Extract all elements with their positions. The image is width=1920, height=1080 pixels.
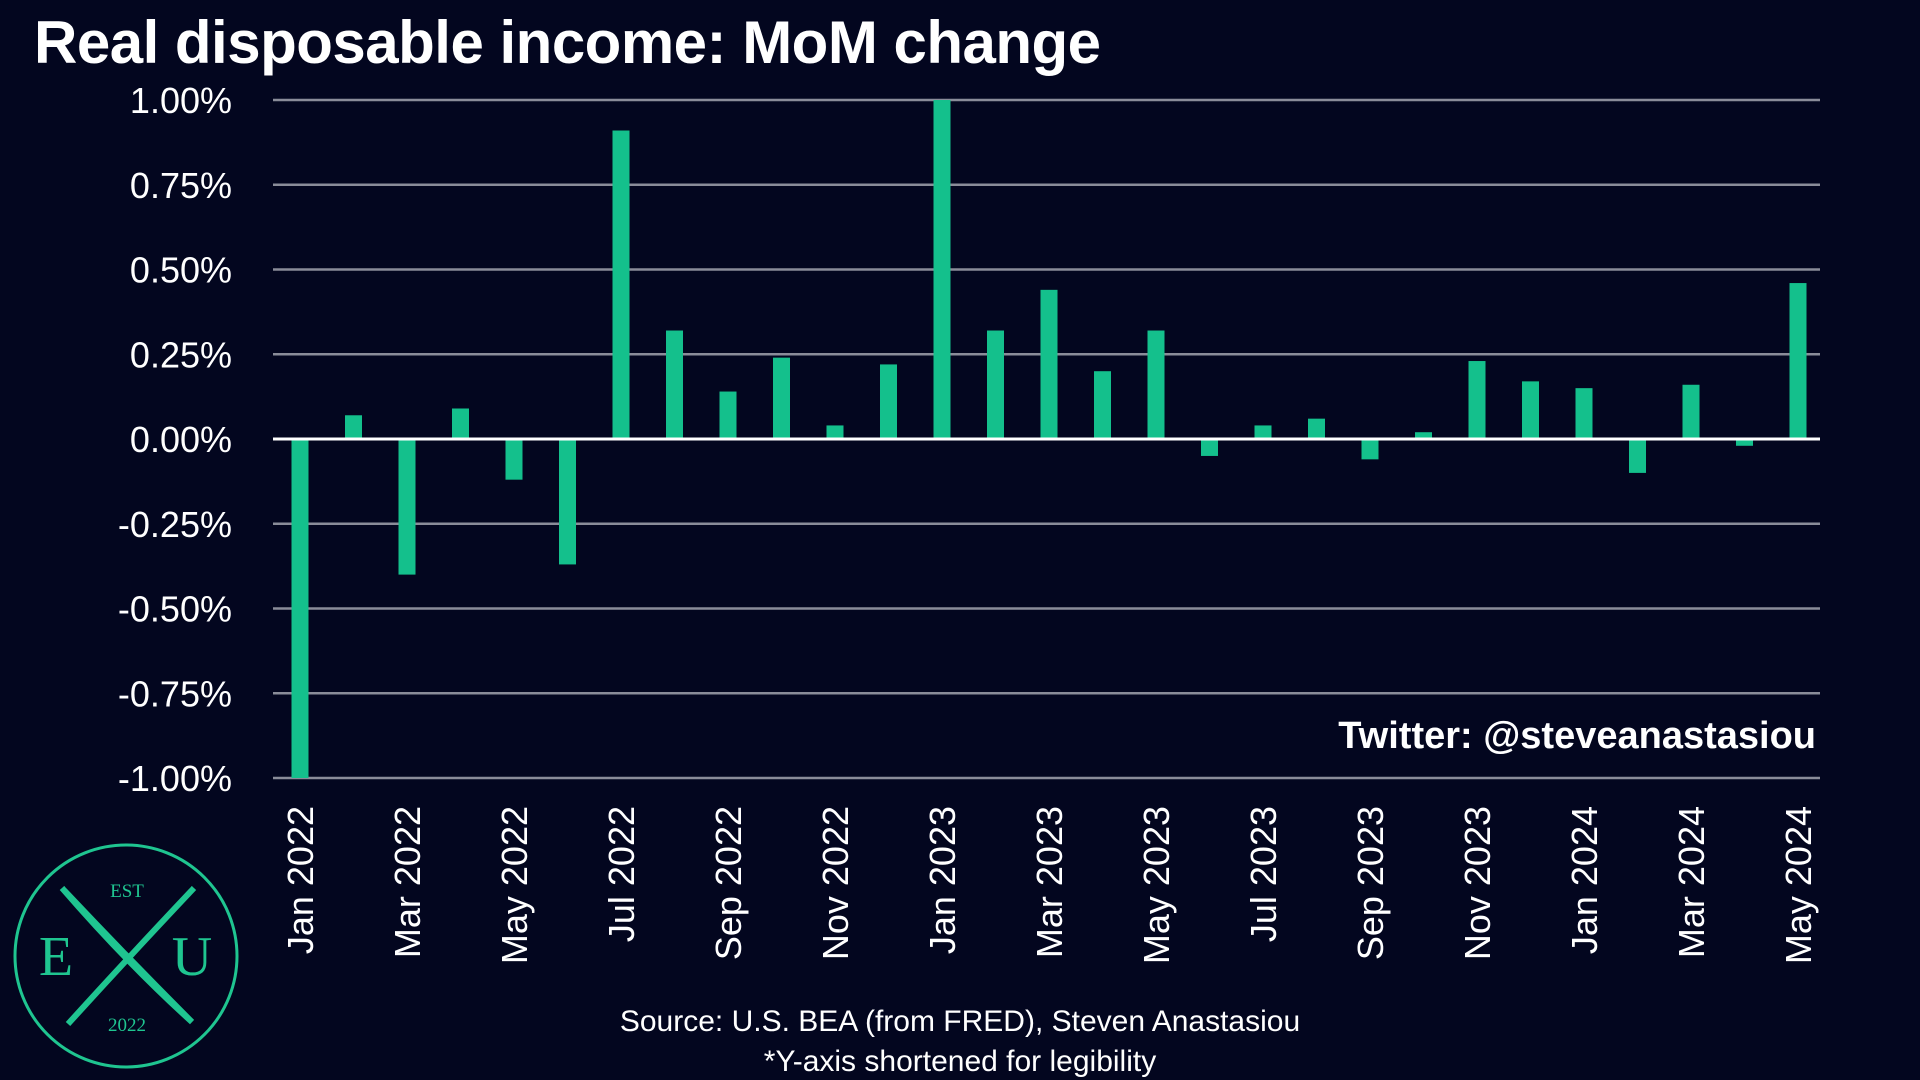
bar-may-2024 <box>1789 283 1807 439</box>
grid-lines <box>273 98 1820 780</box>
logo-est: EST <box>110 881 144 902</box>
bar-aug-2023 <box>1308 418 1325 439</box>
axis-note: *Y-axis shortened for legibility <box>764 1045 1156 1078</box>
logo-swoosh-b <box>65 885 197 1027</box>
x-tick-label: May 2022 <box>494 806 535 964</box>
bar-jul-2023 <box>1254 425 1272 439</box>
bar-jan-2024 <box>1575 388 1593 439</box>
bar-may-2022 <box>505 439 523 480</box>
bar-apr-2024 <box>1736 439 1753 446</box>
x-tick-label: Jan 2023 <box>922 806 963 954</box>
y-tick-label: -0.25% <box>118 504 232 545</box>
x-tick-label: Sep 2023 <box>1350 806 1391 960</box>
x-tick-label: Sep 2022 <box>708 806 749 960</box>
bar-sep-2023 <box>1361 439 1379 460</box>
y-tick-label: -1.00% <box>118 758 232 799</box>
logo-year: 2022 <box>108 1015 146 1036</box>
y-tick-label: 0.50% <box>130 250 232 291</box>
bar-jun-2022 <box>559 439 576 565</box>
bar-oct-2023 <box>1415 432 1432 439</box>
x-tick-label: Mar 2022 <box>387 806 428 958</box>
x-tick-label: Nov 2023 <box>1457 806 1498 960</box>
x-tick-label: May 2023 <box>1136 806 1177 964</box>
bar-jan-2023 <box>933 100 951 439</box>
x-tick-label: Mar 2023 <box>1029 806 1070 958</box>
bar-jan-2022 <box>291 439 309 778</box>
x-tick-label: Jan 2024 <box>1564 806 1605 954</box>
bar-dec-2022 <box>880 364 897 439</box>
bar-mar-2023 <box>1040 289 1058 439</box>
bar-nov-2023 <box>1468 361 1486 439</box>
x-tick-label: Nov 2022 <box>815 806 856 960</box>
y-tick-label: 0.75% <box>130 165 232 206</box>
chart-title: Real disposable income: MoM change <box>34 9 1101 76</box>
x-tick-label: Jul 2022 <box>601 806 642 942</box>
x-tick-label: Jan 2022 <box>280 806 321 954</box>
y-tick-label: 1.00% <box>130 80 232 121</box>
bar-jun-2023 <box>1201 439 1218 456</box>
y-tick-label: 0.00% <box>130 419 232 460</box>
bar-mar-2022 <box>398 439 416 575</box>
twitter-credit: Twitter: @steveanastasiou <box>1338 715 1816 757</box>
exu-logo: EST E U 2022 <box>13 843 239 1069</box>
bar-feb-2023 <box>987 330 1004 439</box>
y-tick-label: -0.50% <box>118 589 232 630</box>
bar-apr-2023 <box>1094 371 1111 439</box>
bar-mar-2024 <box>1682 384 1700 439</box>
source-note: Source: U.S. BEA (from FRED), Steven Ana… <box>620 1005 1300 1038</box>
logo-letter-u: U <box>172 926 212 988</box>
bar-feb-2024 <box>1629 439 1646 473</box>
bar-aug-2022 <box>666 330 683 439</box>
bar-nov-2022 <box>826 425 844 439</box>
x-tick-label: May 2024 <box>1778 806 1819 964</box>
logo-letter-e: E <box>39 926 73 988</box>
bar-apr-2022 <box>452 408 469 439</box>
x-tick-label: Mar 2024 <box>1671 806 1712 958</box>
y-tick-label: -0.75% <box>118 673 232 714</box>
bars <box>291 100 1807 778</box>
bar-may-2023 <box>1147 330 1165 439</box>
bar-dec-2023 <box>1522 381 1539 439</box>
bar-oct-2022 <box>773 357 790 439</box>
bar-jul-2022 <box>612 130 630 439</box>
x-axis-tick-labels: Jan 2022 Mar 2022 May 2022 Jul 2022 Sep 2022… <box>280 806 1819 964</box>
y-axis-tick-labels: 1.00% 0.75% 0.50% 0.25% 0.00% -0.25% -0.50% -0.… <box>118 80 232 799</box>
x-tick-label: Jul 2023 <box>1243 806 1284 942</box>
y-tick-label: 0.25% <box>130 334 232 375</box>
bar-sep-2022 <box>719 391 737 439</box>
logo-swoosh-a <box>59 885 195 1025</box>
bar-feb-2022 <box>345 415 362 439</box>
